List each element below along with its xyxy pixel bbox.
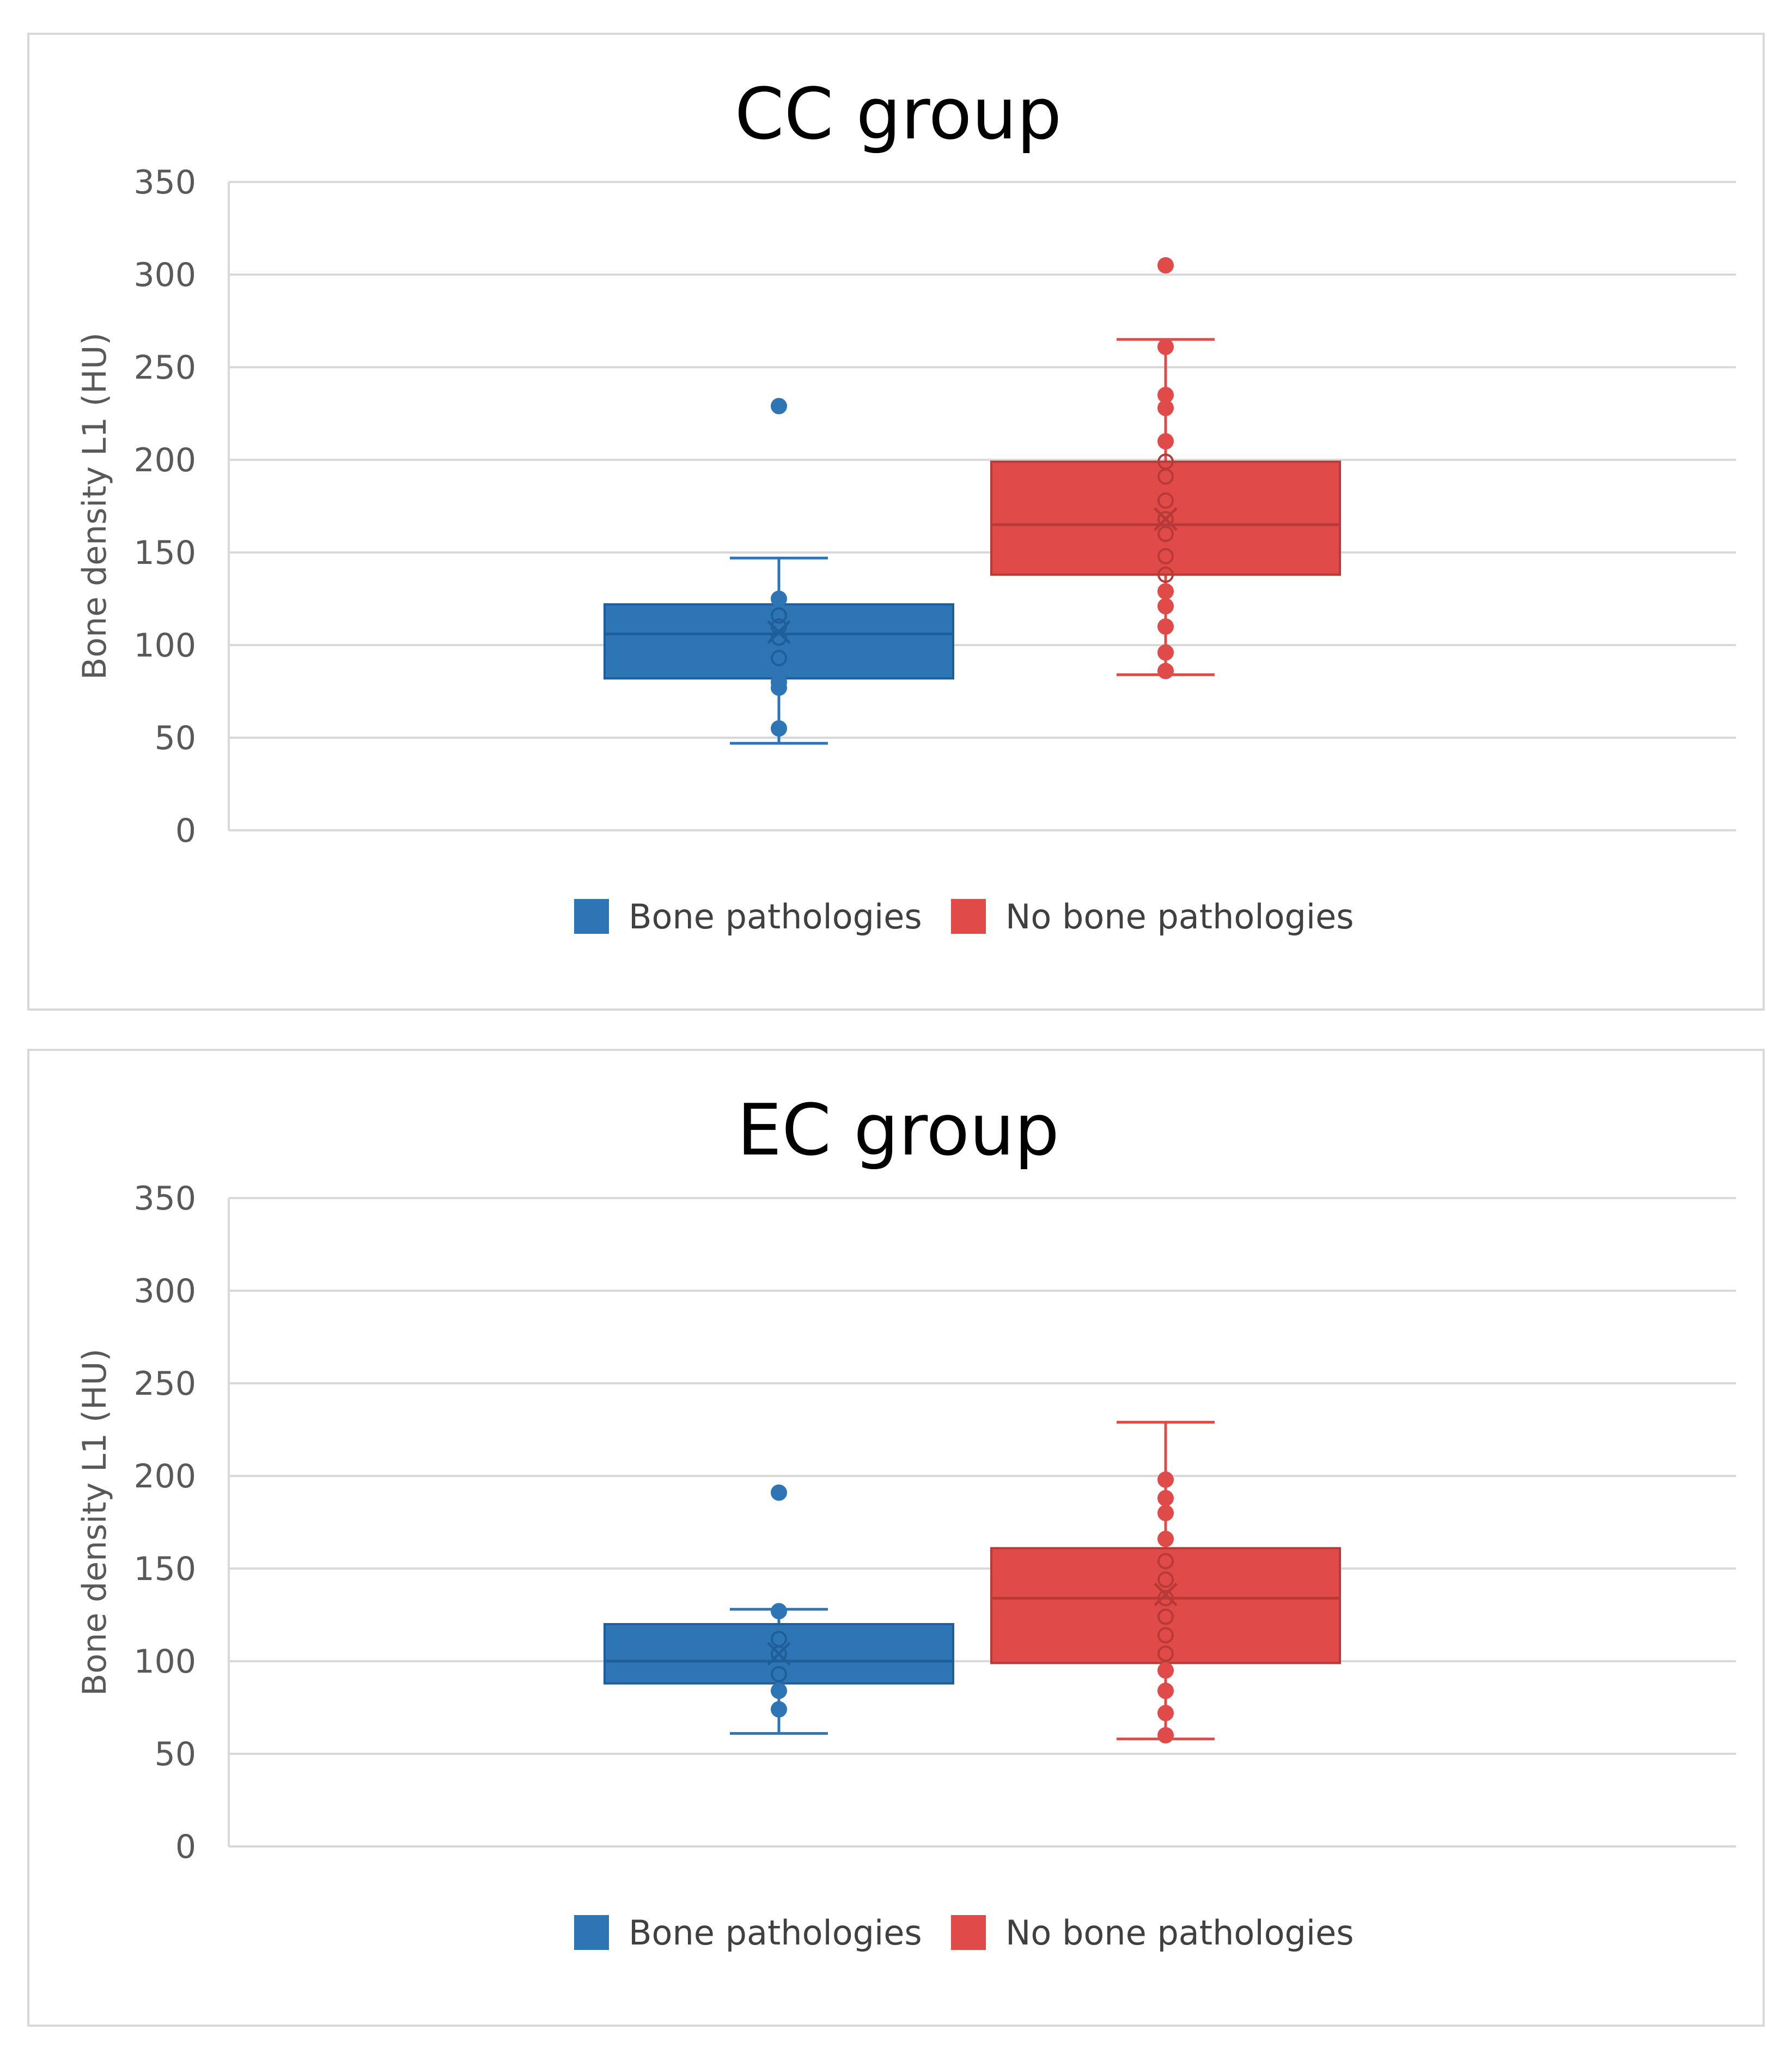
y-tick-label: 50 [155,719,196,757]
data-point [771,591,787,607]
y-tick-label: 300 [133,256,196,294]
data-point [1157,583,1174,600]
y-tick-label: 350 [133,163,196,202]
legend-swatch [951,899,986,934]
legend-label: No bone pathologies [1005,897,1354,937]
mean-marker [767,1642,791,1666]
box-iqr [604,603,954,680]
data-point [1157,1727,1174,1743]
y-tick-label: 200 [133,1457,196,1496]
data-point [771,1701,787,1718]
y-tick-label: 150 [133,1550,196,1588]
y-tick-label: 50 [155,1735,196,1773]
chart-panel-cc: CC group 0 50 100 150 200 250 300 350 Bone densit… [27,33,1765,1011]
mean-marker [1154,1582,1178,1607]
legend-swatch [951,1915,986,1950]
data-point [1157,1627,1174,1644]
data-point [1157,644,1174,661]
mean-marker [1154,507,1178,531]
y-tick-label: 350 [133,1180,196,1218]
data-point [1157,1505,1174,1521]
data-point [1157,1705,1174,1722]
data-point [1157,1553,1174,1570]
box-iqr [604,1623,954,1685]
y-tick-label: 100 [133,1643,196,1681]
data-point [1157,663,1174,679]
data-point [771,1666,787,1682]
data-point [1157,1608,1174,1625]
legend-swatch [574,899,609,934]
data-point [1157,526,1174,542]
chart-svg-ec: EC group 0 50 100 150 200 250 300 350 Bone densit… [76,1089,1736,1953]
data-point [1157,1530,1174,1547]
y-tick-label: 300 [133,1272,196,1310]
data-point [1157,433,1174,449]
data-point [771,679,787,696]
y-tick-label: 0 [175,1828,196,1866]
legend-label: Bone pathologies [629,1913,922,1953]
data-point [1157,1645,1174,1662]
y-tick-label: 250 [133,349,196,387]
data-point [1157,1471,1174,1488]
y-tick-label: 150 [133,534,196,572]
data-point [1157,618,1174,635]
data-point [771,1645,787,1662]
data-point [1157,1571,1174,1588]
mean-marker [767,620,791,644]
data-point [771,1484,787,1501]
y-tick-label: 100 [133,627,196,665]
data-point [1157,1662,1174,1679]
legend-label: Bone pathologies [629,897,922,937]
y-tick-label: 0 [175,812,196,850]
data-point [771,1682,787,1699]
data-point [771,1603,787,1620]
data-point [1157,468,1174,485]
y-tick-label: 250 [133,1365,196,1403]
data-point [771,607,787,624]
data-point [771,720,787,737]
data-point [1157,257,1174,274]
y-axis-label: Bone density L1 (HU) [76,332,114,679]
data-point [1157,566,1174,583]
data-point [1157,548,1174,564]
data-point [1157,399,1174,416]
chart-title: CC group [735,72,1062,155]
data-point [1157,1682,1174,1699]
data-point [1157,598,1174,615]
data-point [771,398,787,415]
data-point [1157,338,1174,355]
data-point [1157,1590,1174,1607]
legend-label: No bone pathologies [1005,1913,1354,1953]
y-tick-label: 200 [133,441,196,479]
chart-svg-cc: CC group 0 50 100 150 200 250 300 350 Bone densit… [76,72,1736,937]
data-point [771,649,787,666]
y-axis-label: Bone density L1 (HU) [76,1348,114,1696]
data-point [1157,492,1174,509]
data-point [1157,1490,1174,1506]
chart-panel-ec: EC group 0 50 100 150 200 250 300 350 Bone densit… [27,1049,1765,2027]
legend-swatch [574,1915,609,1950]
chart-title: EC group [737,1089,1059,1171]
